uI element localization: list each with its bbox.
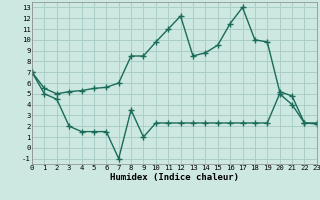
X-axis label: Humidex (Indice chaleur): Humidex (Indice chaleur)	[110, 173, 239, 182]
